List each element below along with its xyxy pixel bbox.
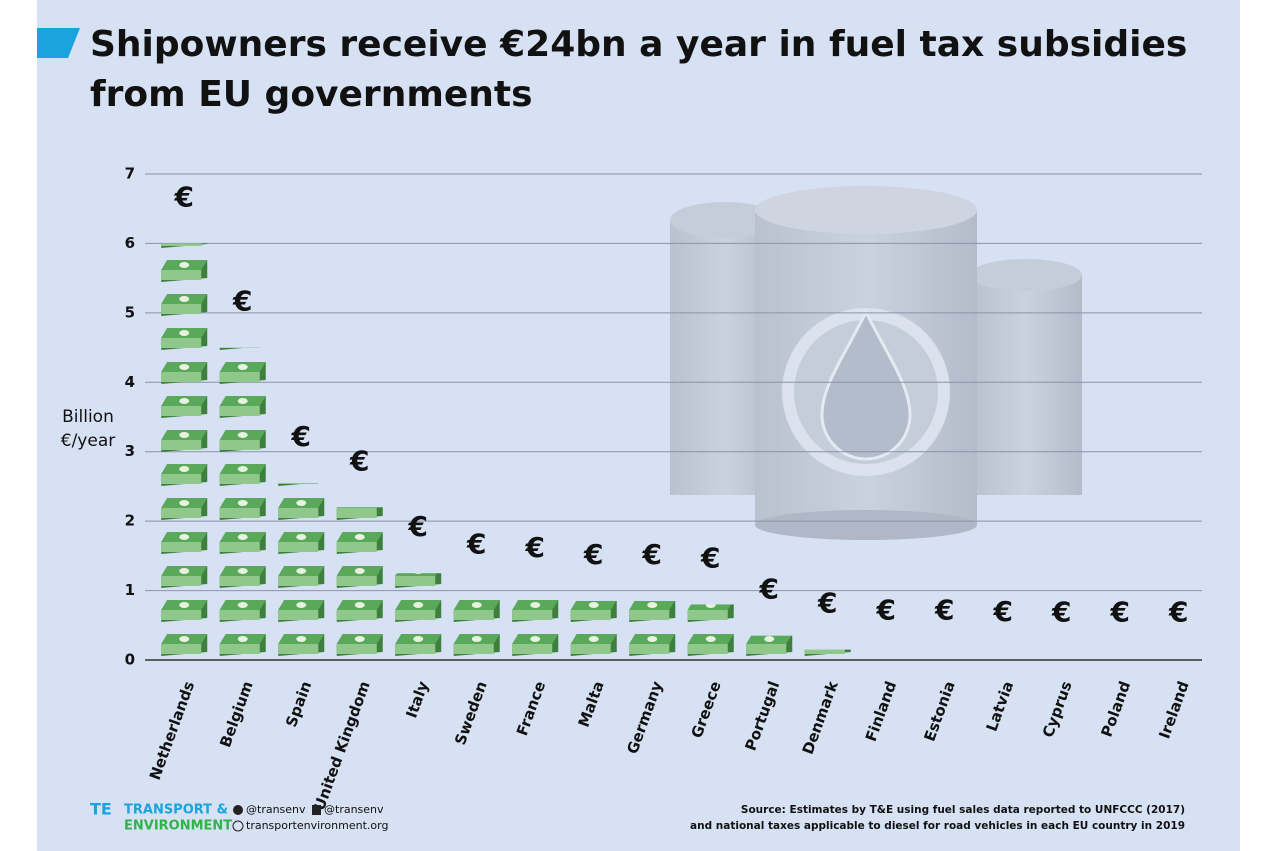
euro-marker: €: [993, 595, 1013, 628]
euro-marker: €: [583, 538, 603, 571]
title-accent: [37, 28, 80, 58]
euro-marker: €: [466, 528, 486, 561]
y-tick-label: 7: [125, 165, 135, 183]
euro-marker: €: [1168, 596, 1188, 629]
source: and national taxes applicable to diesel …: [690, 820, 1185, 832]
y-tick-label: 5: [125, 303, 135, 321]
bar: [389, 573, 448, 660]
logo-mark: TE: [90, 800, 112, 819]
web-icon: [232, 820, 244, 832]
bar: [155, 243, 214, 660]
footer: TE TRANSPORT & ENVIRONMENT @transenv @tr…: [90, 800, 1185, 834]
facebook-icon: [312, 805, 321, 815]
y-tick-label: 1: [125, 581, 135, 599]
euro-marker: €: [934, 594, 954, 627]
euro-marker: €: [1110, 596, 1130, 629]
bar: [740, 635, 799, 660]
euro-marker: €: [525, 531, 545, 564]
bar: [974, 657, 1033, 660]
bar: [915, 656, 974, 660]
bar: [623, 600, 682, 660]
bar: [447, 590, 506, 660]
twitter-handle[interactable]: @transenv: [246, 803, 306, 816]
bar: [857, 656, 916, 660]
logo-text: ENVIRONMENT: [124, 819, 232, 834]
logo-text: TRANSPORT &: [124, 803, 228, 818]
facebook-handle[interactable]: @transenv: [324, 803, 384, 816]
euro-marker: €: [349, 444, 369, 477]
y-axis-label: Billion: [62, 407, 114, 427]
y-tick-label: 2: [125, 512, 135, 530]
euro-marker: €: [174, 180, 194, 213]
y-tick-label: 0: [125, 651, 135, 669]
chart-title: from EU governments: [90, 74, 533, 115]
euro-marker: €: [876, 594, 896, 627]
y-tick-label: 6: [125, 234, 135, 252]
euro-marker: €: [700, 541, 720, 574]
twitter-icon: [233, 805, 243, 815]
bar: [330, 507, 389, 660]
bar: [681, 604, 740, 660]
euro-marker: €: [232, 285, 252, 318]
bar: [564, 600, 623, 660]
website[interactable]: transportenvironment.org: [246, 819, 388, 832]
euro-marker: €: [817, 587, 837, 620]
source: Source: Estimates by T&E using fuel sale…: [741, 804, 1185, 816]
barrels-illustration: [670, 186, 1082, 540]
euro-marker: €: [1051, 596, 1071, 629]
bar: [798, 649, 857, 660]
chart-title: Shipowners receive €24bn a year in fuel …: [90, 24, 1187, 65]
y-tick-label: 4: [125, 373, 135, 391]
bar: [213, 347, 272, 660]
euro-marker: €: [408, 510, 428, 543]
euro-marker: €: [642, 538, 662, 571]
euro-marker: €: [759, 573, 779, 606]
bar: [506, 594, 565, 660]
euro-marker: €: [291, 420, 311, 453]
y-axis-label: €/year: [61, 431, 115, 451]
bar: [272, 482, 331, 660]
y-tick-label: 3: [125, 442, 135, 460]
